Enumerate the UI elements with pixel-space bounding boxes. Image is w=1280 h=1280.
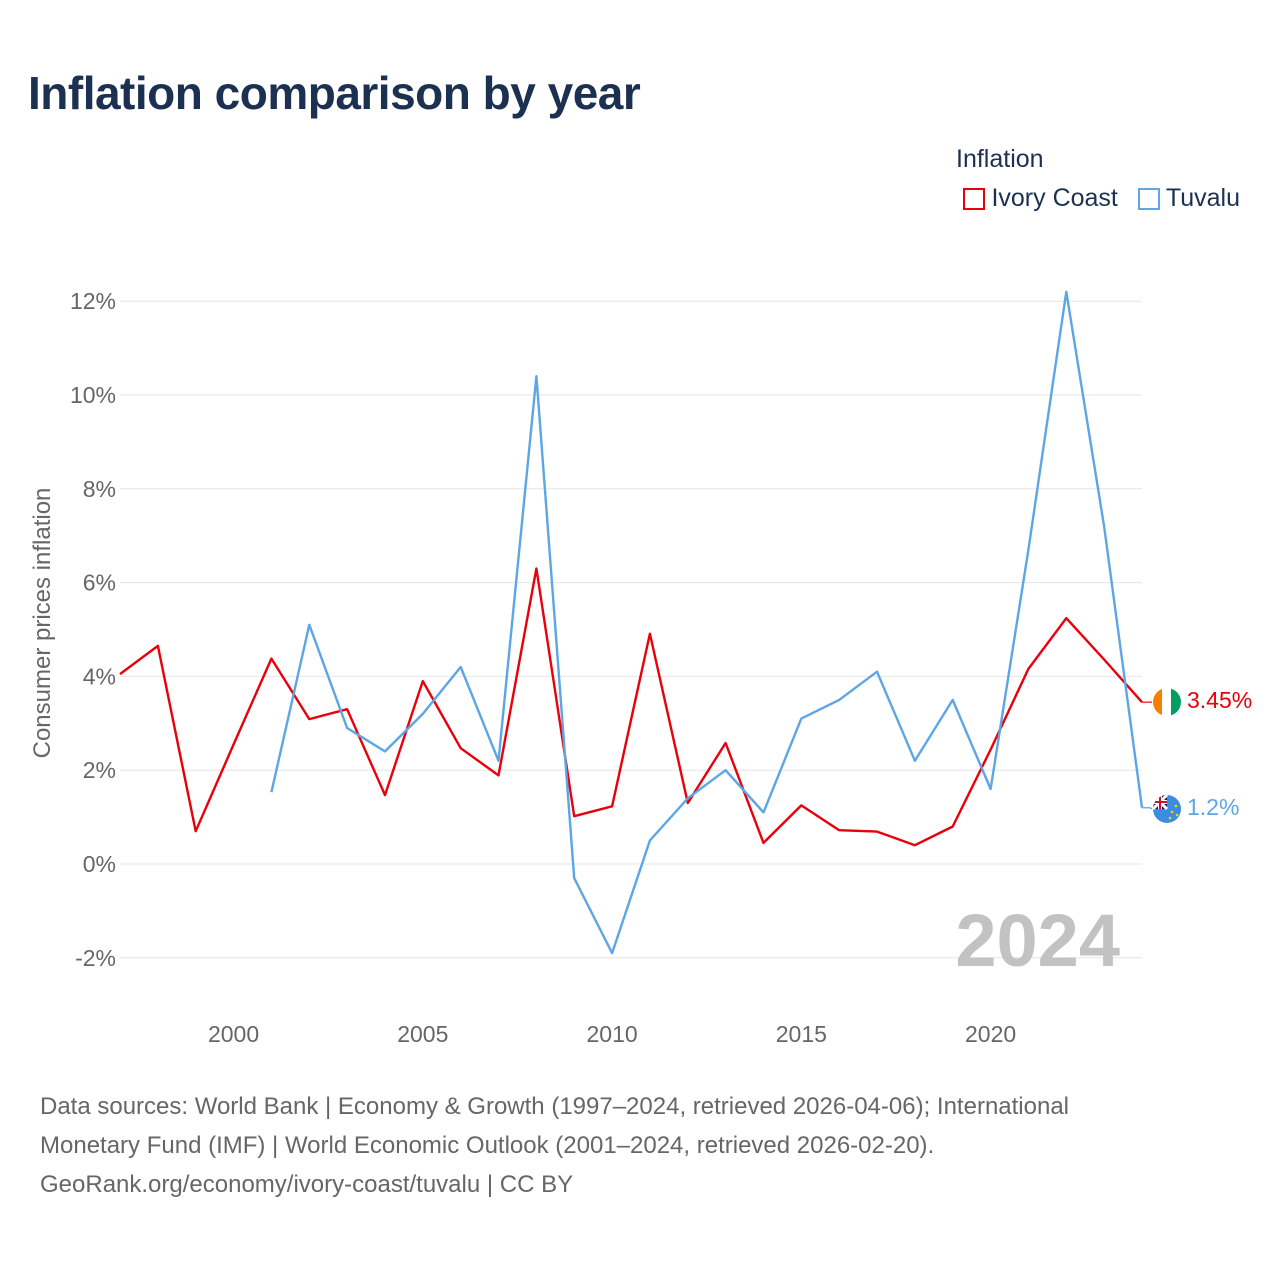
legend-swatch-ivory-coast <box>963 187 986 210</box>
x-tick-label: 2010 <box>586 1021 637 1047</box>
end-connector <box>1142 807 1153 810</box>
footer-line-3: GeoRank.org/economy/ivory-coast/tuvalu |… <box>40 1171 574 1198</box>
tuvalu-end-label: 1.2% <box>1187 794 1239 820</box>
footer-sources: Data sources: World Bank | Economy & Gro… <box>40 1087 1240 1204</box>
y-tick-label: 12% <box>70 288 116 314</box>
series-line-tuvalu <box>270 290 1144 955</box>
grid-lines <box>120 300 1142 959</box>
line-chart: -2% 0% 2% 4% 6% 8% 10% 12% 2000 2005 2010 2015 2020… <box>29 288 1252 1047</box>
legend: Ivory Coast Tuvalu <box>963 184 1240 213</box>
footer-line-1: Data sources: World Bank | Economy & Gro… <box>40 1093 1070 1120</box>
y-tick-label: 4% <box>83 663 116 689</box>
legend-item-ivory-coast[interactable]: Ivory Coast <box>963 184 1118 213</box>
series-line-ivory-coast <box>119 567 1143 847</box>
tuvalu-flag-icon <box>1153 795 1181 823</box>
legend-title: Inflation <box>956 145 1044 173</box>
y-tick-label: 2% <box>83 757 116 783</box>
legend-label-ivory-coast: Ivory Coast <box>991 184 1118 212</box>
y-tick-label: 10% <box>70 382 116 408</box>
year-watermark: 2024 <box>955 899 1120 982</box>
y-axis-ticks: -2% 0% 2% 4% 6% 8% 10% 12% <box>70 288 116 971</box>
series-lines <box>119 290 1153 955</box>
footer-line-2: Monetary Fund (IMF) | World Economic Out… <box>40 1132 935 1159</box>
x-tick-label: 2015 <box>776 1021 827 1047</box>
legend-item-tuvalu[interactable]: Tuvalu <box>1137 184 1240 213</box>
chart-title: Inflation comparison by year <box>28 67 641 119</box>
ivory-coast-end-label: 3.45% <box>1187 687 1252 713</box>
y-tick-label: -2% <box>75 945 116 971</box>
y-tick-label: 6% <box>83 570 116 596</box>
x-axis-ticks: 2000 2005 2010 2015 2020 <box>208 1021 1016 1047</box>
x-tick-label: 2005 <box>397 1021 448 1047</box>
y-tick-label: 0% <box>83 851 116 877</box>
x-tick-label: 2000 <box>208 1021 259 1047</box>
legend-swatch-tuvalu <box>1137 187 1160 210</box>
legend-label-tuvalu: Tuvalu <box>1165 184 1240 212</box>
x-tick-label: 2020 <box>965 1021 1016 1047</box>
y-axis-label: Consumer prices inflation <box>29 488 56 759</box>
y-tick-label: 8% <box>83 476 116 502</box>
ivory-coast-flag-icon <box>1153 688 1181 716</box>
